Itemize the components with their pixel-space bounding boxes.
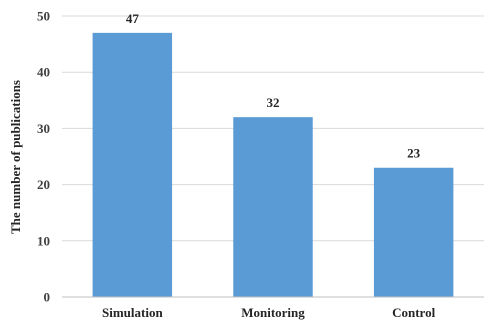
y-tick-label-50: 50: [37, 9, 50, 24]
y-tick-label-20: 20: [37, 177, 50, 192]
y-tick-labels: 0 10 20 30 40 50: [37, 9, 50, 305]
y-tick-label-10: 10: [37, 233, 50, 248]
bar-control: [373, 167, 454, 297]
data-label-monitoring: 32: [267, 95, 280, 110]
data-labels: 47 32 23: [126, 11, 421, 161]
bars: [92, 32, 454, 298]
y-tick-label-40: 40: [37, 65, 50, 80]
y-tick-label-30: 30: [37, 121, 50, 136]
y-tick-label-0: 0: [44, 290, 51, 305]
data-label-simulation: 47: [126, 11, 140, 26]
x-tick-label-control: Control: [392, 305, 435, 320]
bar-monitoring: [233, 117, 313, 297]
x-tick-label-monitoring: Monitoring: [241, 305, 305, 320]
x-tick-labels: Simulation Monitoring Control: [102, 305, 436, 320]
bar-simulation: [92, 32, 173, 298]
data-label-control: 23: [407, 146, 421, 161]
x-tick-label-simulation: Simulation: [102, 305, 163, 320]
y-axis-title: The number of publications: [8, 80, 23, 234]
